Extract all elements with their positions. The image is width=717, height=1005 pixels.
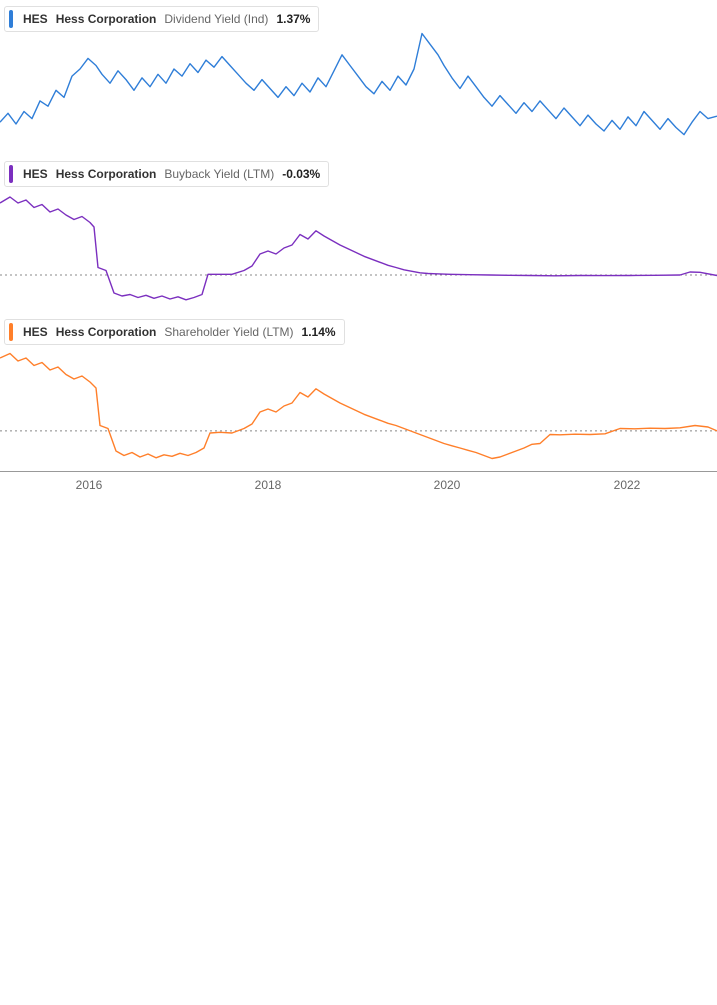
x-axis: 2016 2018 2020 2022	[0, 471, 717, 501]
legend-company: Hess Corporation	[56, 325, 157, 339]
legend-metric: Shareholder Yield (LTM)	[164, 325, 293, 339]
legend-value: 1.37%	[276, 12, 310, 26]
series-line-shareholder	[0, 354, 717, 459]
legend-ticker: HES	[23, 167, 48, 181]
series-line-buyback	[0, 197, 717, 300]
legend-badge-shareholder: HES Hess Corporation Shareholder Yield (LT…	[4, 319, 345, 345]
legend-color-bar	[9, 10, 13, 28]
legend-metric: Buyback Yield (LTM)	[164, 167, 274, 181]
legend-badge-dividend: HES Hess Corporation Dividend Yield (Ind) 1…	[4, 6, 319, 32]
charts-container: HES Hess Corporation Dividend Yield (Ind) 1…	[0, 0, 717, 471]
legend-company: Hess Corporation	[56, 12, 157, 26]
chart-panel-shareholder: HES Hess Corporation Shareholder Yield (LT…	[0, 313, 717, 471]
chart-panel-buyback: HES Hess Corporation Buyback Yield (LTM) -0…	[0, 155, 717, 313]
legend-ticker: HES	[23, 12, 48, 26]
legend-metric: Dividend Yield (Ind)	[164, 12, 268, 26]
legend-color-bar	[9, 323, 13, 341]
legend-badge-buyback: HES Hess Corporation Buyback Yield (LTM) -0…	[4, 161, 329, 187]
chart-panel-dividend: HES Hess Corporation Dividend Yield (Ind) 1…	[0, 0, 717, 155]
legend-color-bar	[9, 165, 13, 183]
legend-value: -0.03%	[282, 167, 320, 181]
x-axis-tick: 2018	[255, 478, 282, 492]
legend-value: 1.14%	[302, 325, 336, 339]
series-line-dividend	[0, 34, 717, 135]
x-axis-tick: 2022	[614, 478, 641, 492]
x-axis-tick: 2020	[434, 478, 461, 492]
legend-ticker: HES	[23, 325, 48, 339]
x-axis-tick: 2016	[76, 478, 103, 492]
legend-company: Hess Corporation	[56, 167, 157, 181]
